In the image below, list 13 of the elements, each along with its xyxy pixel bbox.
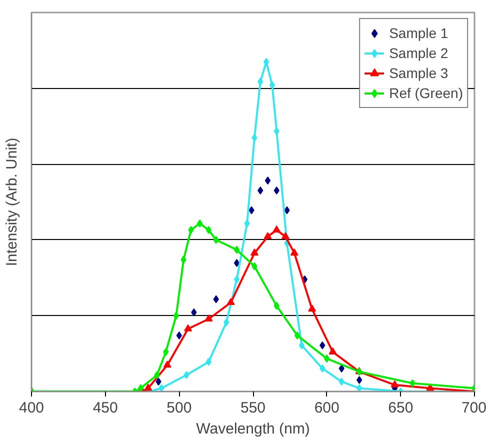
legend-label: Sample 2 — [389, 45, 448, 61]
y-axis-title: Intensity (Arb. Unit) — [4, 138, 20, 266]
x-tick-label: 700 — [461, 400, 487, 416]
x-tick-label: 650 — [388, 400, 414, 416]
x-tick-label: 400 — [18, 400, 44, 416]
x-tick-label: 450 — [92, 400, 118, 416]
x-tick-label: 550 — [240, 400, 266, 416]
x-tick-label: 500 — [166, 400, 192, 416]
legend-label: Sample 1 — [389, 25, 448, 41]
x-axis-title: Wavelength (nm) — [196, 420, 310, 438]
legend-label: Ref (Green) — [389, 85, 463, 101]
legend-label: Sample 3 — [389, 65, 448, 81]
x-tick-label: 600 — [314, 400, 340, 416]
